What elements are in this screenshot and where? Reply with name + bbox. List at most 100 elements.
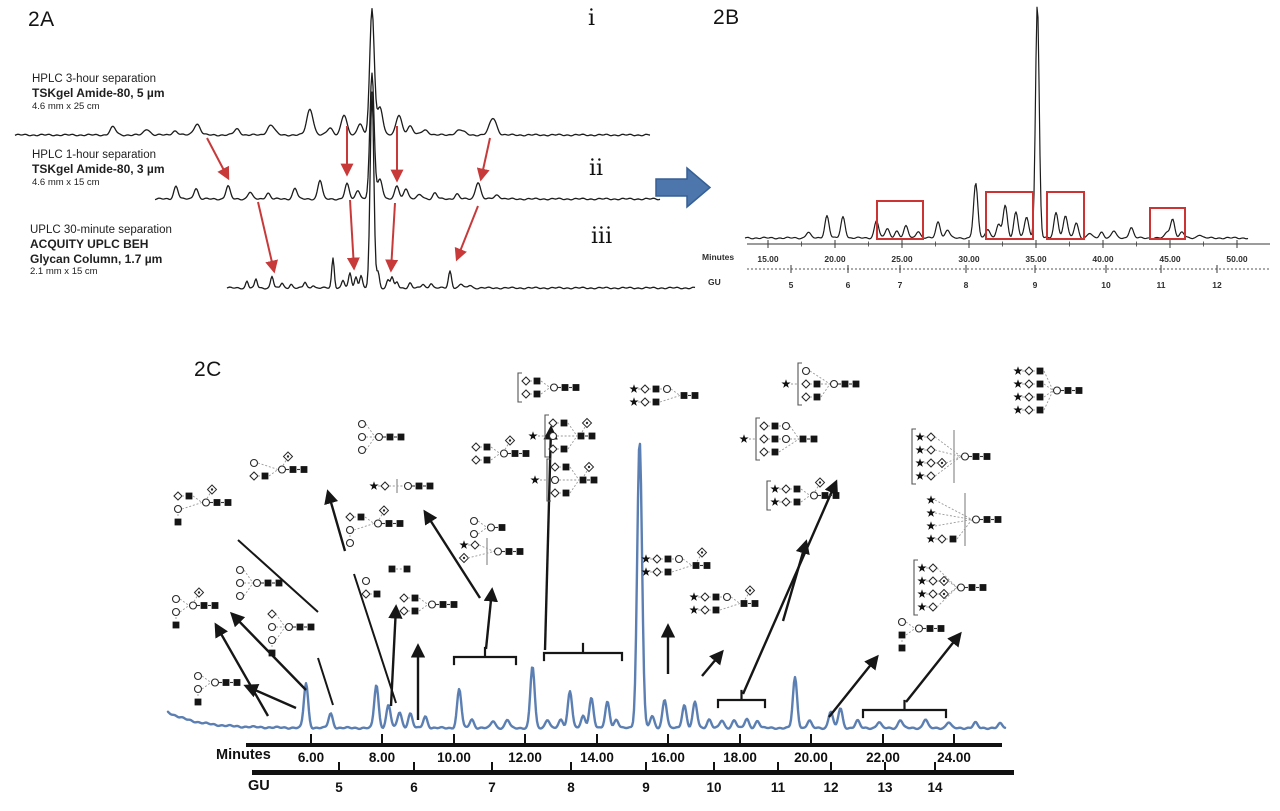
glycan-square-icon (577, 432, 585, 440)
glycan-structure (369, 479, 434, 493)
glycan-square-icon (691, 392, 699, 399)
axis-tick-label-minutes: 20.00 (824, 254, 846, 264)
glycan-structure (689, 585, 759, 615)
peak-tracking-arrow (454, 205, 479, 262)
glycan-diamond-icon (801, 392, 811, 402)
glycan-circle-icon (781, 434, 791, 444)
panel-2c-label: 2C (194, 358, 222, 381)
highlight-box (1149, 207, 1186, 240)
glycan-bond (671, 565, 693, 573)
glycan-structure (739, 417, 818, 461)
glycan-square-icon (450, 601, 458, 608)
glycan-circle-icon (210, 678, 220, 687)
glycan-bracket (913, 559, 918, 616)
glycan-diamond-icon (640, 384, 650, 394)
panel-2c-graphics: 6.00 8.00 10.00 12.00 14.00 16.00 18.00 20.00 22… (166, 362, 1083, 795)
glycan-diamond-icon (1024, 405, 1034, 415)
axis-name-minutes-2c: Minutes (216, 747, 271, 763)
glycan-bond (365, 436, 376, 451)
glycan-bond (540, 387, 551, 395)
glycan-square-icon (560, 445, 568, 453)
glycan-square-icon (415, 482, 423, 490)
glycan-square-icon (411, 607, 419, 615)
panel-2a-label: 2A (28, 8, 55, 31)
glycan-bracket (911, 428, 916, 485)
axis-tick-label-gu: 12 (1212, 280, 1222, 290)
glycan-star-icon (369, 481, 379, 490)
glycan-structure (530, 458, 598, 502)
glycan-circle-icon (345, 538, 355, 548)
glycan-structure (469, 516, 506, 539)
glycan-diamond-icon (928, 576, 938, 586)
glycan-bond (179, 598, 190, 606)
glycan-square-icon (560, 419, 568, 427)
glycan-diamond-dot-icon (700, 551, 704, 554)
glycan-diamond-dot-icon (286, 455, 290, 458)
glycan-bracket (517, 372, 522, 403)
glycan-square-icon (1036, 367, 1044, 375)
axis-tick-label-gu: 13 (877, 780, 893, 795)
glycan-circle-icon (361, 576, 371, 586)
glycan-bond (569, 466, 580, 481)
glycan-square-icon (1075, 387, 1083, 394)
glycan-square-icon (396, 520, 404, 527)
glycan-bond (418, 604, 429, 612)
glycan-star-icon (917, 576, 927, 585)
glycan-diamond-dot-icon (818, 481, 822, 484)
glycan-star-icon (781, 379, 791, 388)
glycan-square-icon (300, 466, 308, 473)
glycan-square-icon (505, 548, 513, 555)
glycan-diamond-icon (267, 609, 277, 619)
glycan-star-icon (1013, 405, 1023, 414)
glycan-square-icon (813, 393, 821, 401)
glycan-diamond-dot-icon (942, 579, 946, 583)
chromatogram-trace-2a-ii (154, 72, 661, 201)
assignment-line (237, 539, 319, 613)
glycan-bond (583, 470, 588, 477)
glycan-bond (365, 423, 376, 438)
glycan-square-icon (386, 433, 394, 441)
peak-group-bracket (542, 642, 624, 662)
glycan-diamond-dot-icon (197, 591, 201, 594)
glycan-square-icon (771, 448, 779, 456)
highlight-box (876, 200, 924, 240)
glycan-diamond-icon (1024, 366, 1034, 376)
trace-label-i: i (588, 6, 596, 31)
glycan-square-icon (275, 579, 283, 587)
glycan-structure (517, 372, 580, 403)
glycan-star-icon (641, 554, 651, 563)
glycan-diamond-dot-icon (462, 556, 466, 560)
glycan-bond (477, 527, 488, 535)
glycan-bond (378, 514, 383, 520)
method-line: Glycan Column, 1.7 µm (30, 251, 163, 266)
glycan-diamond-icon (801, 379, 811, 389)
glycan-star-icon (917, 602, 927, 611)
glycan-diamond-icon (928, 563, 938, 573)
glycan-square-icon (233, 679, 241, 686)
glycan-bond (682, 558, 693, 566)
glycan-star-icon (917, 589, 927, 598)
axis-tick-label-gu: 11 (771, 780, 786, 795)
glycan-bond (540, 380, 551, 388)
assignment-arrow (543, 425, 558, 651)
glycan-circle-icon (252, 578, 262, 588)
glycan-bond (192, 495, 203, 503)
glycan-square-icon (213, 499, 221, 506)
glycan-bond (934, 519, 973, 527)
glycan-square-icon (483, 456, 491, 464)
glycan-bond (478, 544, 495, 552)
axis-tick-label-gu: 8 (567, 780, 575, 795)
glycan-circle-icon (277, 465, 287, 474)
glycan-star-icon (1013, 366, 1023, 375)
glycan-bond (257, 462, 279, 470)
glycan-bracket (544, 414, 549, 458)
trace-label-iii: iii (591, 224, 613, 249)
axis-tick-label-gu: 6 (410, 780, 418, 795)
assignment-arrow (324, 489, 347, 552)
axis-tick-label-minutes: 14.00 (580, 750, 614, 765)
glycan-bond (905, 628, 916, 636)
assignment-arrow (828, 654, 879, 718)
glycan-square-icon (740, 600, 748, 607)
highlight-box (985, 191, 1034, 240)
glycan-square-icon (439, 601, 447, 608)
